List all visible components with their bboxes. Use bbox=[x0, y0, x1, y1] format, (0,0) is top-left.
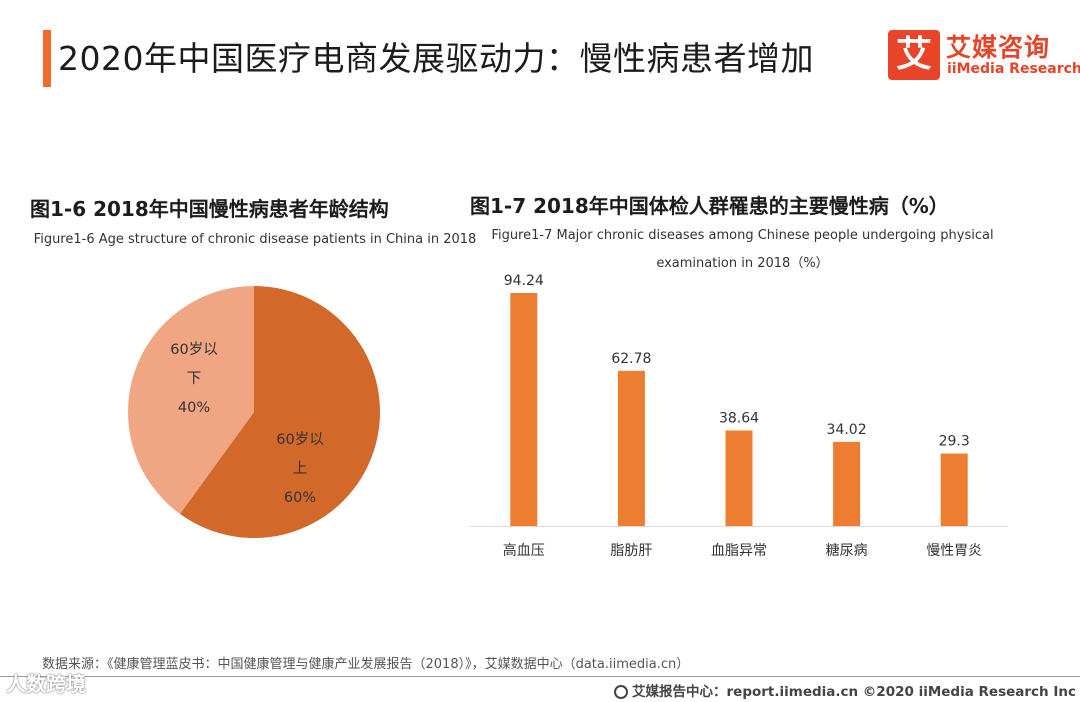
bar bbox=[940, 453, 968, 526]
bar-value-label: 38.64 bbox=[719, 410, 759, 426]
footer-copyright: 艾媒报告中心：report.iimedia.cn ©2020 iiMedia R… bbox=[614, 680, 1076, 700]
logo-mark: 艾 bbox=[888, 30, 940, 80]
footer-copyright-text: 艾媒报告中心：report.iimedia.cn ©2020 iiMedia R… bbox=[632, 684, 1076, 700]
bar-value-label: 29.3 bbox=[939, 434, 970, 450]
pie-percent-label: 40% bbox=[178, 400, 210, 416]
logo-name-en: iiMedia Research bbox=[947, 61, 1080, 77]
watermark: 人数跨境 bbox=[6, 672, 86, 696]
bar-value-label: 34.02 bbox=[827, 422, 867, 438]
bar bbox=[510, 293, 538, 526]
pie-slice bbox=[127, 286, 254, 514]
bar bbox=[617, 370, 645, 526]
bar bbox=[725, 430, 753, 526]
pie-slice-label: 60岁以 bbox=[276, 431, 323, 448]
pie-percent-label: 60% bbox=[284, 490, 316, 506]
title-accent-bar bbox=[43, 30, 51, 87]
pie-slice-label: 60岁以 bbox=[170, 341, 217, 358]
footer-divider bbox=[0, 676, 1080, 677]
bar bbox=[833, 441, 861, 526]
bar-value-label: 62.78 bbox=[611, 351, 651, 367]
page-title: 2020年中国医疗电商发展驱动力：慢性病患者增加 bbox=[58, 39, 814, 78]
iimedia-logo: 艾 艾媒咨询 iiMedia Research bbox=[888, 26, 1080, 86]
pie-slice bbox=[179, 286, 380, 538]
bar-category-label: 高血压 bbox=[503, 542, 545, 559]
pie-chart-subtitle: Figure1-6 Age structure of chronic disea… bbox=[33, 232, 477, 247]
chronic-disease-bar-chart: 94.24 高血压 62.78 脂肪肝 38.64 血脂异常 34.02 糖尿病 29.3 慢性胃… bbox=[470, 273, 1008, 559]
data-source-note: 数据来源：《健康管理蓝皮书：中国健康管理与健康产业发展报告（2018）》，艾媒数… bbox=[42, 657, 690, 672]
logo-name-cn: 艾媒咨询 bbox=[946, 33, 1051, 62]
bar-category-label: 血脂异常 bbox=[711, 543, 767, 559]
bar-value-label: 94.24 bbox=[504, 273, 544, 289]
pie-chart-title: 图1-6 2018年中国慢性病患者年龄结构 bbox=[30, 197, 389, 221]
pie-slice-label: 下 bbox=[187, 371, 202, 387]
bar-chart-subtitle: Figure1-7 Major chronic diseases among C… bbox=[491, 228, 994, 271]
bar-chart-title: 图1-7 2018年中国体检人群罹患的主要慢性病（%） bbox=[470, 194, 949, 218]
globe-icon bbox=[614, 685, 628, 699]
bar-category-label: 慢性胃炎 bbox=[926, 542, 982, 559]
bar-category-label: 糖尿病 bbox=[826, 543, 868, 559]
pie-slice-label: 上 bbox=[293, 460, 308, 477]
bar-category-label: 脂肪肝 bbox=[610, 543, 652, 559]
